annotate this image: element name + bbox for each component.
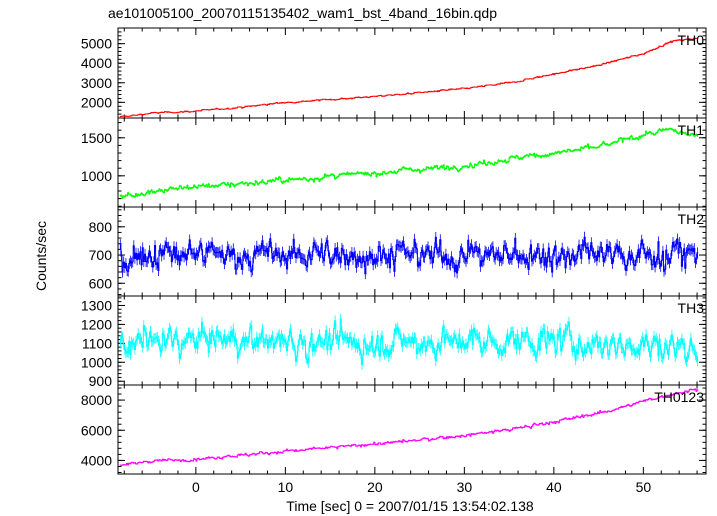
series-line (119, 388, 699, 466)
y-tick-label: 1100 (82, 335, 112, 351)
series-th3 (119, 313, 699, 370)
panel-label: TH0 (678, 32, 705, 48)
series-error-bars (119, 37, 698, 117)
panel-frame (117, 27, 707, 119)
x-tick-label: 10 (278, 479, 294, 495)
y-axis-label: Counts/sec (33, 221, 49, 291)
y-tick-label: 8000 (81, 392, 112, 408)
series-th2 (119, 231, 699, 280)
y-tick-label: 4000 (81, 55, 112, 71)
series-line (119, 236, 699, 275)
series-error-bars (119, 127, 698, 200)
series-line (119, 318, 699, 365)
panel-frame (117, 384, 707, 475)
y-tick-label: 700 (89, 247, 113, 263)
x-tick-label: 50 (636, 479, 652, 495)
y-tick-label: 3000 (81, 75, 112, 91)
y-tick-label: 4000 (81, 452, 112, 468)
y-tick-label: 1000 (81, 168, 112, 184)
panel-label: TH0123 (654, 389, 704, 405)
y-tick-label: 1000 (81, 354, 112, 370)
panels-group: 2000 3000 4000 5000 TH0 1000 1500 TH1 600 700 800 T… (81, 27, 707, 495)
y-tick-label: 2000 (81, 94, 112, 110)
y-tick-label: 900 (89, 373, 113, 389)
panel-label: TH1 (678, 122, 705, 138)
series-th0 (119, 37, 699, 118)
panel-th0123: 4000 6000 8000 TH0123 0 10 20 30 40 50 (81, 384, 707, 495)
x-tick-label: 30 (457, 479, 473, 495)
x-tick-label: 40 (546, 479, 562, 495)
series-line (119, 128, 699, 199)
panel-th0: 2000 3000 4000 5000 TH0 (81, 27, 707, 119)
series-th1 (119, 127, 699, 200)
panel-frame (117, 117, 707, 208)
y-tick-label: 1200 (81, 316, 112, 332)
panel-th1: 1000 1500 TH1 (81, 117, 707, 208)
chart-title: ae101005100_20070115135402_wam1_bst_4ban… (108, 5, 497, 21)
panel-th3: 900 1000 1100 1200 1300 TH3 (81, 295, 707, 389)
y-tick-label: 600 (89, 275, 113, 291)
x-axis-label: Time [sec] 0 = 2007/01/15 13:54:02.138 (286, 498, 534, 514)
panel-th2: 600 700 800 TH2 (89, 206, 707, 297)
series-th0123 (119, 388, 699, 466)
panel-label: TH2 (678, 211, 705, 227)
y-tick-label: 6000 (81, 422, 112, 438)
y-tick-label: 800 (89, 219, 113, 235)
panel-label: TH3 (678, 300, 705, 316)
y-tick-label: 5000 (81, 36, 112, 52)
x-tick-label: 0 (192, 479, 200, 495)
y-tick-label: 1300 (81, 297, 112, 313)
y-tick-label: 1500 (81, 130, 112, 146)
series-line (119, 37, 699, 118)
series-error-bars (119, 388, 698, 466)
x-tick-label: 20 (367, 479, 383, 495)
